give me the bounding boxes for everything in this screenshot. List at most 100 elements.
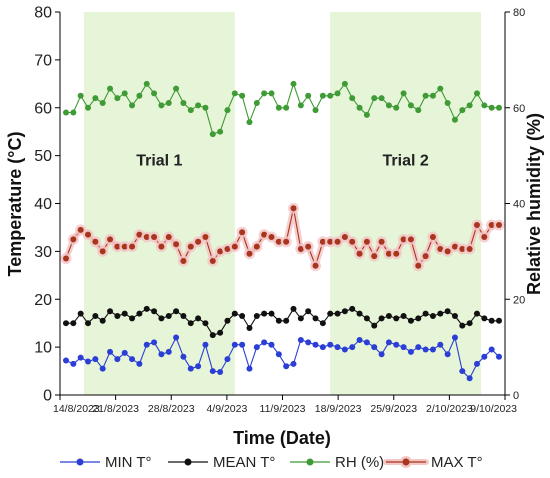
data-point [217, 248, 224, 255]
data-point [92, 356, 99, 363]
data-point [283, 238, 290, 245]
y-tick-label: 80 [34, 5, 52, 22]
data-point [275, 351, 282, 358]
data-point [393, 315, 400, 322]
data-point [496, 222, 502, 229]
data-point [92, 238, 99, 245]
data-point [224, 107, 231, 114]
data-point [349, 344, 356, 351]
data-point [385, 250, 392, 257]
data-point [451, 334, 458, 341]
data-point [312, 341, 319, 348]
data-point [385, 102, 392, 109]
data-point [444, 248, 451, 255]
data-point [187, 107, 194, 114]
data-point [407, 348, 414, 355]
data-point [429, 346, 436, 353]
data-point [136, 310, 143, 317]
legend-item: MAX T° [383, 454, 483, 471]
data-point [444, 351, 451, 358]
data-point [202, 341, 209, 348]
data-point [253, 99, 260, 106]
y-tick-label: 60 [34, 100, 52, 117]
data-point [437, 245, 444, 252]
data-point [165, 234, 172, 241]
data-point [63, 357, 69, 364]
data-point [356, 250, 363, 257]
data-point [129, 356, 136, 363]
data-point [253, 313, 260, 320]
data-point [275, 317, 282, 324]
data-point [224, 245, 231, 252]
data-point [275, 104, 282, 111]
data-point [239, 92, 246, 99]
y-tick-label: 50 [34, 148, 52, 165]
y-tick-label: 10 [34, 340, 52, 357]
data-point [114, 243, 121, 250]
data-point [253, 243, 260, 250]
data-point [143, 80, 150, 87]
shaded-period-labels: Trial 1 Trial 2 [136, 152, 429, 169]
data-point [180, 99, 187, 106]
data-point [246, 119, 253, 126]
data-point [77, 310, 84, 317]
y-tick-label: 20 [34, 292, 52, 309]
data-point [473, 310, 480, 317]
data-point [107, 236, 114, 243]
legend-marker [306, 458, 314, 466]
data-point [429, 92, 436, 99]
legend-label: RH (%) [335, 454, 384, 471]
data-point [180, 313, 187, 320]
legend-label: MEAN T° [213, 454, 275, 471]
y2-tick-label: 80 [513, 7, 525, 19]
data-point [99, 365, 106, 372]
data-point [70, 109, 77, 116]
data-point [496, 353, 502, 360]
data-point [451, 243, 458, 250]
data-point [393, 250, 400, 257]
x-tick-label: 4/9/2023 [206, 403, 247, 415]
data-point [217, 329, 224, 336]
data-point [400, 313, 407, 320]
data-point [444, 308, 451, 315]
data-point [85, 320, 92, 327]
data-point [151, 339, 158, 346]
data-point [85, 358, 92, 365]
y2-axis-title: Relative humidity (%) [524, 113, 544, 295]
data-point [136, 231, 143, 238]
data-point [268, 234, 275, 241]
data-point [195, 238, 202, 245]
data-point [158, 243, 165, 250]
data-point [459, 245, 466, 252]
series-mean-t [63, 305, 502, 339]
data-point [275, 238, 282, 245]
data-point [217, 369, 224, 376]
data-point [231, 90, 238, 97]
data-point [283, 363, 290, 370]
data-point [496, 104, 502, 111]
data-point [341, 346, 348, 353]
data-point [85, 231, 92, 238]
data-point [202, 234, 209, 241]
data-point [407, 236, 414, 243]
data-point [305, 92, 312, 99]
data-point [63, 255, 69, 262]
data-point [187, 320, 194, 327]
data-point [151, 90, 158, 97]
data-point [334, 310, 341, 317]
x-tick-label: 18/9/2023 [315, 403, 362, 415]
data-point [363, 339, 370, 346]
data-point [451, 313, 458, 320]
data-point [180, 257, 187, 264]
legend-item: MIN T° [60, 454, 152, 471]
data-point [327, 238, 334, 245]
y2-tick-label: 40 [513, 199, 525, 211]
data-point [415, 344, 422, 351]
data-point [261, 339, 268, 346]
data-point [143, 234, 150, 241]
data-point [466, 245, 473, 252]
data-point [422, 253, 429, 260]
legend: MIN T° MEAN T° RH (%) MAX T° [60, 454, 483, 471]
data-point [261, 310, 268, 317]
